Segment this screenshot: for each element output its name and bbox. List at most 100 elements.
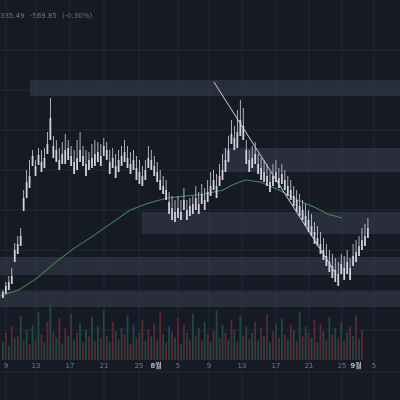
candle-body <box>114 166 117 178</box>
volume-bar <box>174 337 176 360</box>
candle-body <box>280 174 283 184</box>
candle-body <box>212 180 215 190</box>
candle-body <box>286 186 289 196</box>
volume-bar <box>331 334 334 360</box>
candle-body <box>153 166 156 176</box>
candle-body <box>67 148 70 160</box>
candle-body <box>138 172 141 184</box>
candle-body <box>349 268 352 280</box>
candle-body <box>70 156 73 166</box>
volume-bar <box>153 323 156 360</box>
volume-bar <box>260 328 262 360</box>
price-change-readout: 385.49 -569.85 (-0.30%) <box>0 12 95 20</box>
volume-bar <box>194 336 197 360</box>
volume-bar <box>28 344 31 360</box>
candle-body <box>91 158 93 168</box>
volume-bar <box>227 339 230 360</box>
candle-body <box>10 276 13 284</box>
x-axis-tick-label: 5 <box>176 362 180 370</box>
volume-bar <box>236 342 239 360</box>
volume-bar <box>37 312 40 360</box>
x-axis-tick-label: 21 <box>305 362 314 370</box>
candle-body <box>325 256 328 266</box>
volume-bar <box>361 329 363 360</box>
candle-body <box>31 156 34 166</box>
candle-body <box>144 170 147 180</box>
candle-body <box>28 176 31 188</box>
volume-bar <box>138 332 141 360</box>
volume-bar <box>328 316 331 360</box>
volume-bar <box>316 342 319 360</box>
candle-body <box>206 192 209 202</box>
volume-bar <box>147 329 150 360</box>
candle-body <box>123 152 126 162</box>
volume-bar <box>215 310 218 360</box>
volume-bar <box>304 326 307 360</box>
candle-body <box>186 210 188 220</box>
x-axis-tick-label: 17 <box>272 362 281 370</box>
candle-body <box>260 168 262 180</box>
candle-body <box>188 206 191 216</box>
candle-body <box>263 172 265 182</box>
candle-body <box>165 190 168 200</box>
candle-body <box>346 262 349 274</box>
candle-body <box>242 126 245 140</box>
volume-bar <box>10 326 13 360</box>
volume-bar <box>120 328 123 360</box>
candle-body <box>117 160 120 172</box>
candle-body <box>7 282 10 290</box>
volume-bar <box>307 332 310 360</box>
volume-bar <box>16 336 19 360</box>
candle-body <box>257 164 260 174</box>
volume-bar <box>283 334 286 360</box>
volume-bar <box>197 328 200 360</box>
candle-body <box>174 212 176 222</box>
x-axis-tick-label: 8월 <box>150 361 161 370</box>
candle-body <box>301 210 304 220</box>
candle-body <box>295 200 298 212</box>
candle-body <box>4 286 7 294</box>
volume-bar <box>319 323 322 360</box>
candle-body <box>364 236 366 246</box>
x-axis-tick-label: 9 <box>207 362 211 370</box>
candle-body <box>135 168 138 180</box>
candle-body <box>2 292 4 298</box>
candle-body <box>168 202 170 214</box>
volume-bar <box>325 339 328 360</box>
candle-body <box>328 262 331 272</box>
volume-bar <box>343 340 346 360</box>
volume-bar <box>58 318 61 360</box>
volume-bar <box>358 339 360 360</box>
volume-bar <box>251 332 254 360</box>
volume-bar <box>183 324 185 360</box>
volume-bar <box>22 340 25 360</box>
volume-bar <box>289 324 292 360</box>
candle-body <box>200 194 203 204</box>
x-axis-tick-label: 13 <box>238 362 247 370</box>
volume-bar <box>31 324 34 360</box>
volume-bar <box>280 318 283 360</box>
x-axis-tick-label: 13 <box>32 362 41 370</box>
volume-bar <box>117 339 120 360</box>
volume-bar <box>55 337 58 360</box>
volume-bar <box>61 344 64 360</box>
candle-body <box>183 200 185 210</box>
candle-body <box>224 160 227 172</box>
candle-body <box>43 158 46 168</box>
volume-bar <box>286 339 289 360</box>
x-axis-tick-label: 9월 <box>350 361 361 370</box>
volume-bar <box>114 331 117 360</box>
candle-body <box>221 170 224 180</box>
candle-body <box>310 226 313 236</box>
volume-bar <box>310 337 313 360</box>
volume-bar <box>206 334 209 360</box>
candle-body <box>269 182 271 192</box>
volume-bar <box>156 339 159 360</box>
volume-bar <box>269 342 271 360</box>
candle-body <box>96 152 99 162</box>
volume-bar <box>43 342 46 360</box>
support-resistance-zone <box>141 212 400 234</box>
volume-bar <box>111 321 114 360</box>
volume-bar <box>200 340 203 360</box>
